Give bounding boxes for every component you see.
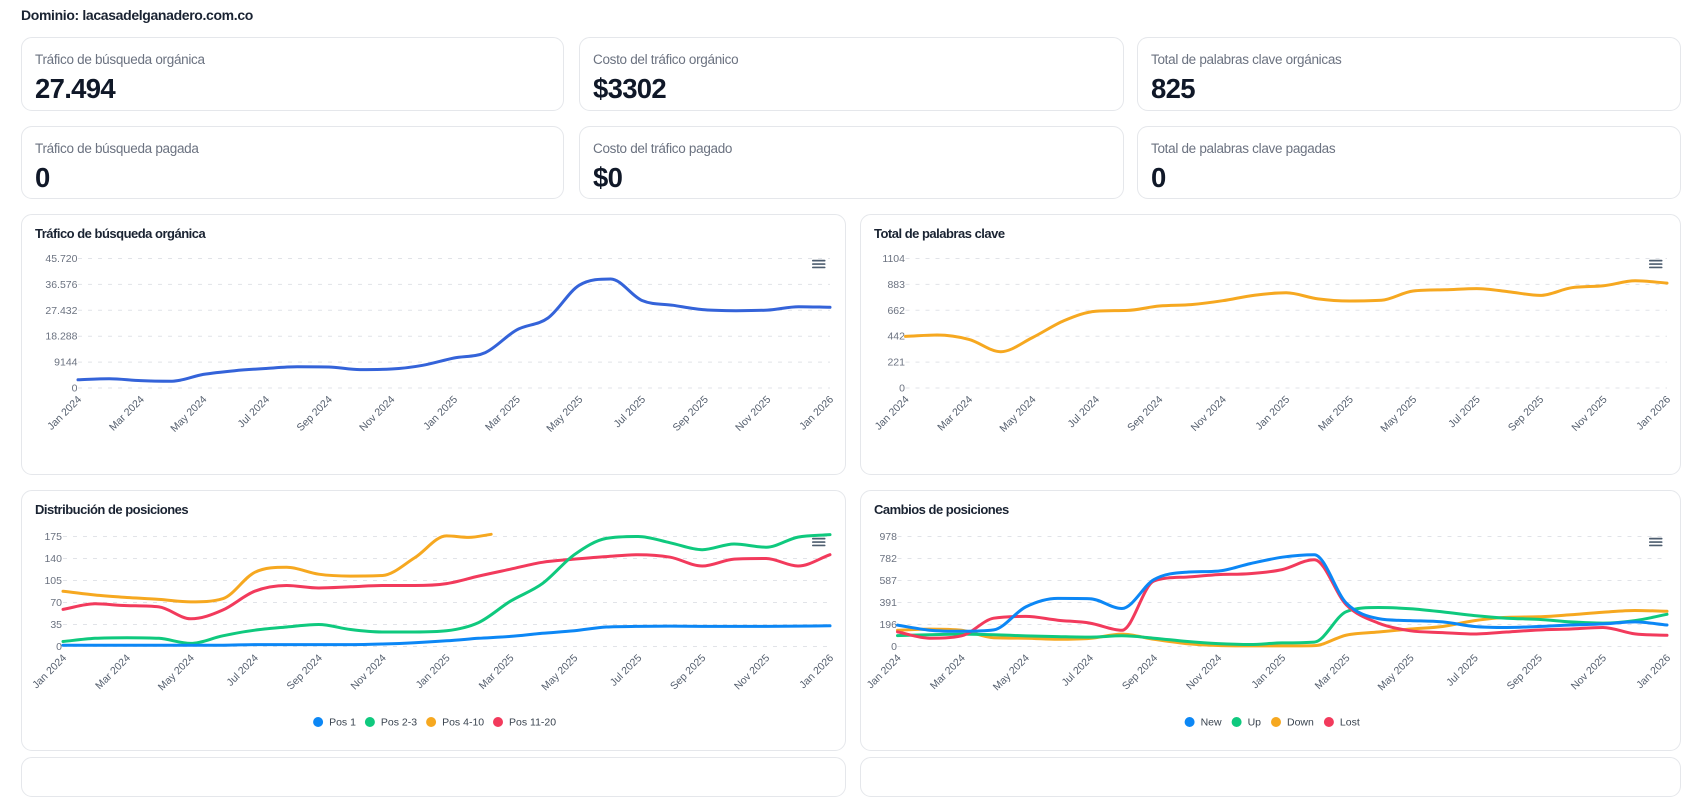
svg-text:May 2025: May 2025 [539,652,580,693]
svg-text:Jul 2024: Jul 2024 [1065,394,1102,431]
svg-text:Sep 2024: Sep 2024 [285,652,325,692]
svg-text:70: 70 [50,597,62,609]
svg-text:140: 140 [44,553,62,565]
svg-text:442: 442 [887,331,905,343]
svg-text:Jul 2025: Jul 2025 [612,394,649,431]
svg-text:May 2025: May 2025 [1378,394,1419,435]
svg-text:Nov 2024: Nov 2024 [1189,394,1229,434]
svg-text:1104: 1104 [882,253,905,265]
svg-text:105: 105 [44,575,62,587]
svg-text:May 2024: May 2024 [156,652,197,693]
svg-text:Jan 2025: Jan 2025 [421,394,460,433]
svg-text:Jan 2026: Jan 2026 [1634,652,1673,691]
svg-text:Jan 2025: Jan 2025 [414,652,453,691]
svg-text:391: 391 [879,597,897,609]
svg-text:Jan 2026: Jan 2026 [797,652,836,691]
svg-text:883: 883 [887,279,905,291]
svg-text:45.720: 45.720 [45,253,77,265]
svg-text:Jan 2024: Jan 2024 [873,394,912,433]
svg-text:Jan 2024: Jan 2024 [45,394,84,433]
svg-text:Jan 2024: Jan 2024 [865,652,904,691]
svg-text:Nov 2025: Nov 2025 [1569,394,1609,434]
svg-text:978: 978 [879,531,897,543]
svg-text:Jan 2026: Jan 2026 [797,394,836,433]
svg-text:196: 196 [879,619,897,631]
svg-text:782: 782 [879,553,897,565]
svg-text:Jan 2026: Jan 2026 [1634,394,1673,433]
svg-text:Mar 2024: Mar 2024 [935,394,975,434]
svg-text:Sep 2025: Sep 2025 [671,394,711,434]
svg-text:27.432: 27.432 [45,305,77,317]
svg-text:662: 662 [887,305,905,317]
svg-text:175: 175 [44,531,62,543]
svg-text:New: New [1201,717,1222,729]
svg-text:587: 587 [879,575,897,587]
svg-text:Nov 2025: Nov 2025 [733,394,773,434]
svg-text:May 2024: May 2024 [168,394,209,435]
svg-text:Jan 2025: Jan 2025 [1249,652,1288,691]
svg-text:Jul 2025: Jul 2025 [1444,652,1481,689]
svg-text:Mar 2025: Mar 2025 [477,652,517,692]
svg-text:May 2024: May 2024 [997,394,1038,435]
svg-text:Up: Up [1248,717,1262,729]
svg-text:Sep 2025: Sep 2025 [668,652,708,692]
svg-text:Down: Down [1287,717,1314,729]
svg-text:35: 35 [50,619,62,631]
svg-text:0: 0 [899,383,905,395]
svg-text:0: 0 [72,383,78,395]
svg-text:Mar 2025: Mar 2025 [1313,652,1353,692]
svg-text:Sep 2024: Sep 2024 [295,394,335,434]
svg-text:Lost: Lost [1340,717,1360,729]
svg-text:Pos 1: Pos 1 [329,717,356,729]
svg-text:18.288: 18.288 [45,331,77,343]
svg-text:Nov 2024: Nov 2024 [357,394,397,434]
svg-text:Mar 2024: Mar 2024 [107,394,147,434]
svg-text:Sep 2024: Sep 2024 [1125,394,1165,434]
svg-text:May 2024: May 2024 [991,652,1032,693]
svg-text:Jul 2025: Jul 2025 [608,652,645,689]
svg-text:Mar 2024: Mar 2024 [928,652,968,692]
svg-text:Mar 2025: Mar 2025 [1316,394,1356,434]
svg-text:May 2025: May 2025 [544,394,585,435]
svg-text:0: 0 [56,641,62,653]
svg-text:Jul 2024: Jul 2024 [1059,652,1096,689]
svg-text:Pos 11-20: Pos 11-20 [509,717,556,729]
svg-text:Sep 2025: Sep 2025 [1505,652,1545,692]
svg-text:Nov 2025: Nov 2025 [1569,652,1609,692]
svg-text:Jul 2024: Jul 2024 [224,652,261,689]
svg-text:Nov 2024: Nov 2024 [1184,652,1224,692]
svg-text:221: 221 [887,357,905,369]
svg-text:Pos 2-3: Pos 2-3 [381,717,417,729]
svg-text:Sep 2024: Sep 2024 [1120,652,1160,692]
svg-text:Sep 2025: Sep 2025 [1506,394,1546,434]
svg-text:Nov 2025: Nov 2025 [732,652,772,692]
svg-text:0: 0 [891,641,897,653]
svg-text:Jan 2025: Jan 2025 [1253,394,1292,433]
svg-text:Jul 2024: Jul 2024 [236,394,273,431]
svg-text:9144: 9144 [54,357,78,369]
svg-text:May 2025: May 2025 [1376,652,1417,693]
svg-text:Mar 2024: Mar 2024 [93,652,133,692]
svg-text:Jul 2025: Jul 2025 [1446,394,1483,431]
svg-text:36.576: 36.576 [45,279,77,291]
svg-text:Pos 4-10: Pos 4-10 [442,717,484,729]
svg-text:Nov 2024: Nov 2024 [348,652,388,692]
svg-text:Jan 2024: Jan 2024 [30,652,69,691]
svg-text:Mar 2025: Mar 2025 [483,394,523,434]
